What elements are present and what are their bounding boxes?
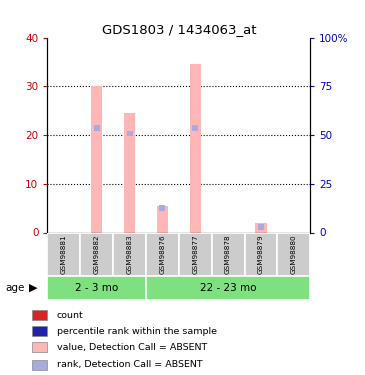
FancyBboxPatch shape [80,232,113,276]
FancyBboxPatch shape [113,232,146,276]
FancyBboxPatch shape [32,360,47,369]
Title: GDS1803 / 1434063_at: GDS1803 / 1434063_at [101,23,256,36]
Text: GSM98883: GSM98883 [127,234,132,274]
FancyBboxPatch shape [32,310,47,320]
Text: 22 - 23 mo: 22 - 23 mo [200,283,256,293]
FancyBboxPatch shape [179,232,212,276]
Text: age: age [5,283,25,293]
Text: GSM98877: GSM98877 [192,234,198,274]
Bar [255,223,267,232]
Text: percentile rank within the sample: percentile rank within the sample [57,327,217,336]
Text: ▶: ▶ [29,283,38,293]
Bar [189,64,201,232]
FancyBboxPatch shape [47,232,80,276]
FancyBboxPatch shape [245,232,277,276]
Text: GSM98878: GSM98878 [225,234,231,274]
Bar [258,224,264,230]
Text: 2 - 3 mo: 2 - 3 mo [75,283,118,293]
Text: rank, Detection Call = ABSENT: rank, Detection Call = ABSENT [57,360,203,369]
Bar [157,206,168,232]
Text: value, Detection Call = ABSENT: value, Detection Call = ABSENT [57,343,207,352]
FancyBboxPatch shape [277,232,310,276]
Text: count: count [57,310,84,320]
Bar [94,125,100,130]
FancyBboxPatch shape [146,276,310,300]
Bar [192,125,198,130]
Bar [127,130,132,136]
Bar [124,113,135,232]
Bar [160,205,165,211]
FancyBboxPatch shape [47,276,146,300]
Bar [91,86,103,232]
Text: GSM98880: GSM98880 [291,234,297,274]
FancyBboxPatch shape [212,232,245,276]
Text: GSM98879: GSM98879 [258,234,264,274]
FancyBboxPatch shape [146,232,179,276]
Text: GSM98882: GSM98882 [94,234,100,274]
Text: GSM98876: GSM98876 [160,234,165,274]
FancyBboxPatch shape [32,326,47,336]
Text: GSM98881: GSM98881 [61,234,67,274]
FancyBboxPatch shape [32,342,47,352]
